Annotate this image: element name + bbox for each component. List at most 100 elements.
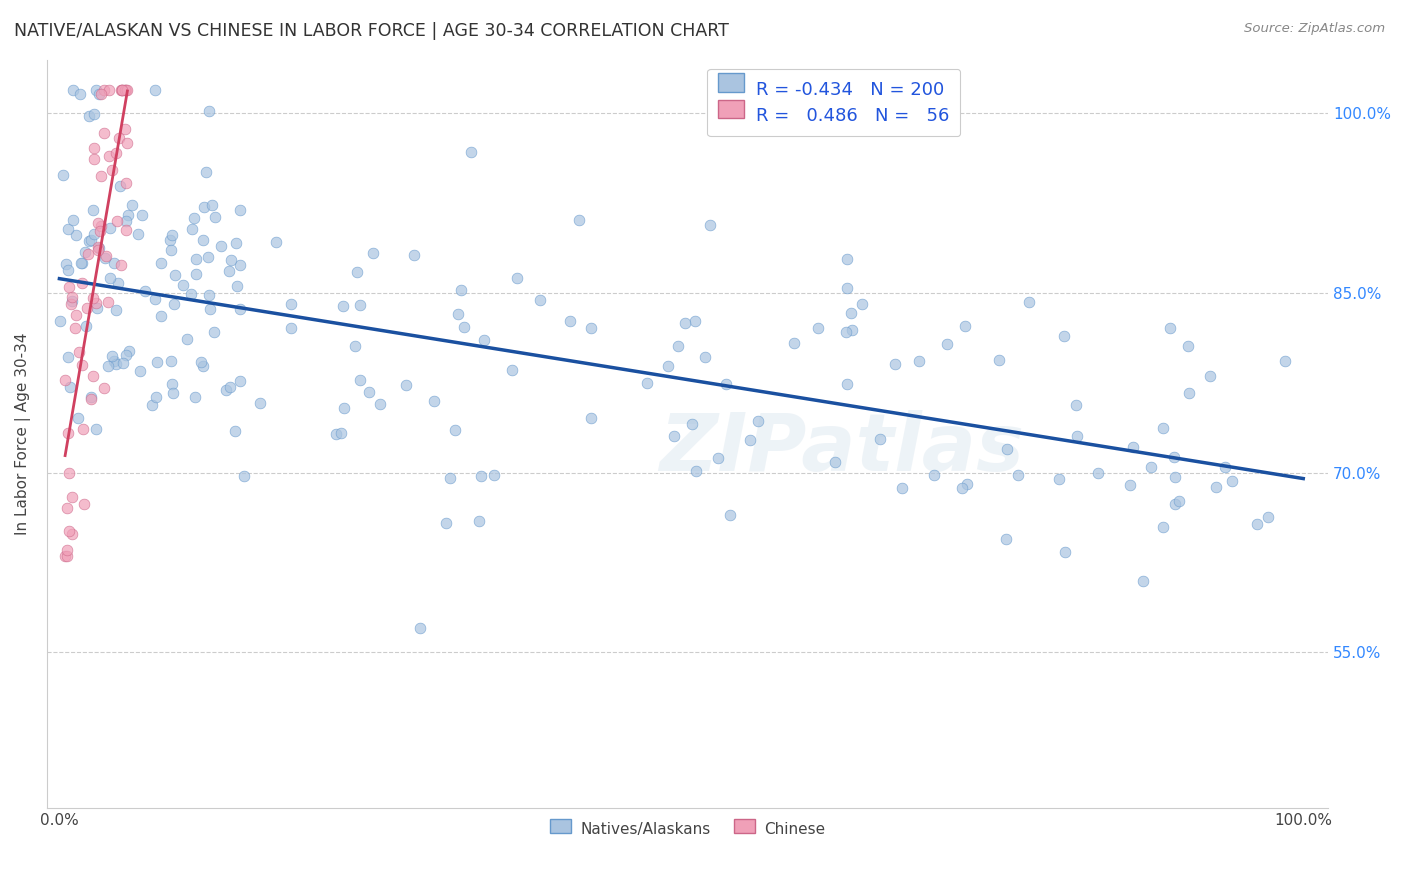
Text: NATIVE/ALASKAN VS CHINESE IN LABOR FORCE | AGE 30-34 CORRELATION CHART: NATIVE/ALASKAN VS CHINESE IN LABOR FORCE…	[14, 22, 728, 40]
Point	[685, 464, 707, 478]
Point	[90, 169, 112, 183]
Point	[693, 350, 716, 364]
Point	[58, 524, 80, 538]
Point	[70, 358, 93, 372]
Point	[482, 467, 505, 482]
Point	[87, 216, 110, 230]
Point	[143, 82, 166, 96]
Point	[343, 339, 366, 353]
Point	[361, 245, 384, 260]
Point	[204, 210, 226, 224]
Point	[368, 397, 391, 411]
Point	[65, 308, 87, 322]
Point	[107, 276, 129, 290]
Point	[115, 222, 138, 236]
Point	[97, 359, 120, 373]
Point	[402, 248, 425, 262]
Point	[953, 318, 976, 333]
Point	[105, 214, 128, 228]
Point	[332, 299, 354, 313]
Point	[568, 212, 591, 227]
Point	[118, 343, 141, 358]
Point	[988, 353, 1011, 368]
Point	[56, 221, 79, 235]
Point	[67, 344, 90, 359]
Point	[450, 284, 472, 298]
Point	[53, 373, 76, 387]
Point	[83, 227, 105, 241]
Point	[1159, 320, 1181, 334]
Point	[229, 203, 252, 218]
Point	[807, 320, 830, 334]
Point	[162, 297, 184, 311]
Point	[349, 298, 371, 312]
Point	[1152, 520, 1174, 534]
Point	[98, 221, 121, 235]
Point	[82, 291, 104, 305]
Point	[738, 434, 761, 448]
Point	[280, 320, 302, 334]
Point	[460, 145, 482, 160]
Point	[77, 247, 100, 261]
Point	[86, 301, 108, 316]
Point	[56, 549, 79, 564]
Point	[60, 297, 83, 311]
Point	[200, 302, 222, 317]
Point	[198, 288, 221, 302]
Point	[1047, 472, 1070, 486]
Point	[447, 307, 470, 321]
Point	[1132, 574, 1154, 589]
Point	[1122, 440, 1144, 454]
Point	[266, 235, 288, 250]
Point	[835, 377, 858, 392]
Point	[209, 238, 232, 252]
Point	[1139, 460, 1161, 475]
Point	[105, 302, 128, 317]
Point	[349, 373, 371, 387]
Point	[718, 508, 741, 523]
Point	[115, 82, 138, 96]
Point	[229, 375, 252, 389]
Point	[197, 104, 219, 119]
Point	[90, 87, 112, 101]
Legend: Natives/Alaskans, Chinese: Natives/Alaskans, Chinese	[543, 814, 832, 845]
Point	[330, 425, 353, 440]
Point	[395, 377, 418, 392]
Point	[56, 425, 79, 440]
Point	[56, 263, 79, 277]
Point	[956, 477, 979, 491]
Point	[1064, 398, 1087, 412]
Point	[193, 233, 215, 247]
Point	[160, 228, 183, 243]
Point	[108, 179, 131, 194]
Point	[558, 314, 581, 328]
Point	[673, 316, 696, 330]
Point	[359, 384, 381, 399]
Point	[131, 208, 153, 222]
Point	[470, 469, 492, 483]
Point	[112, 356, 135, 370]
Point	[228, 258, 250, 272]
Point	[105, 146, 128, 161]
Point	[49, 314, 72, 328]
Point	[53, 549, 76, 564]
Point	[84, 82, 107, 96]
Point	[225, 279, 247, 293]
Point	[225, 235, 247, 250]
Point	[115, 214, 138, 228]
Point	[56, 350, 79, 364]
Point	[162, 386, 184, 401]
Point	[218, 264, 240, 278]
Point	[908, 353, 931, 368]
Point	[62, 212, 84, 227]
Point	[89, 224, 111, 238]
Point	[83, 152, 105, 166]
Point	[101, 350, 124, 364]
Point	[180, 287, 202, 301]
Point	[197, 250, 219, 264]
Point	[60, 293, 83, 308]
Point	[114, 122, 136, 136]
Point	[129, 364, 152, 378]
Point	[145, 390, 167, 404]
Point	[714, 376, 737, 391]
